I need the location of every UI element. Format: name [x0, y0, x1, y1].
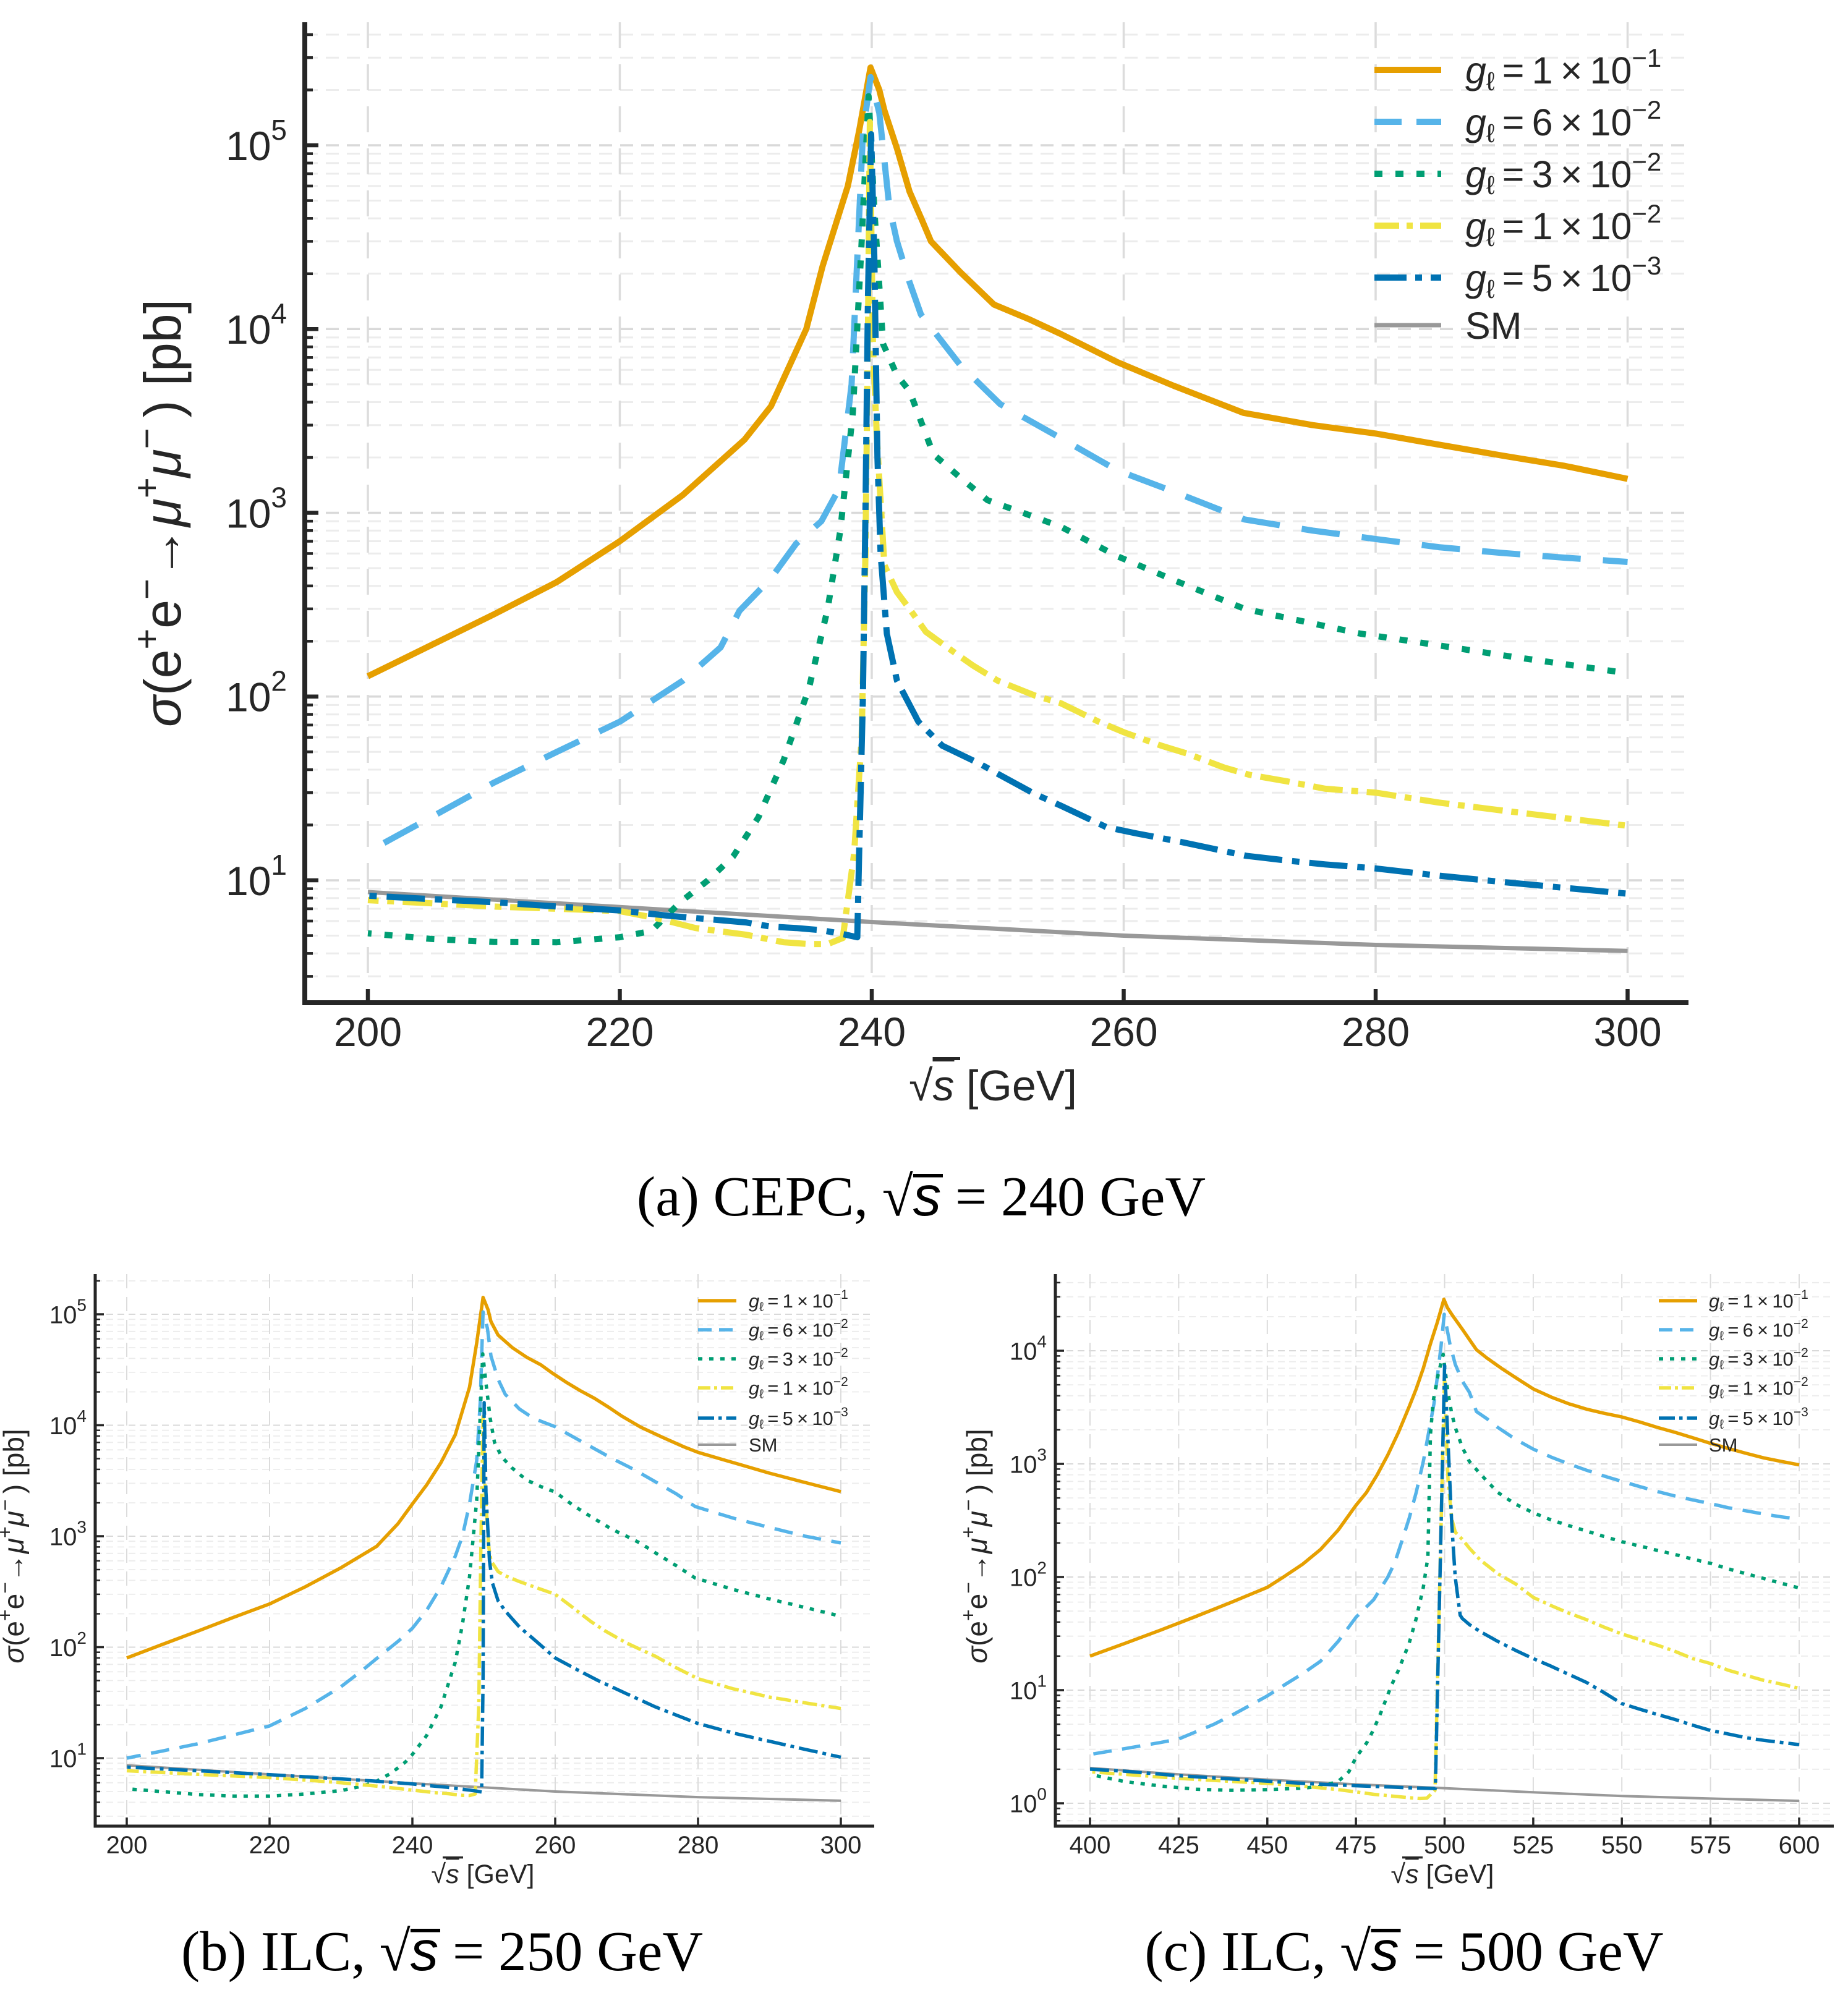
svg-text:gℓ = 1 × 10−1: gℓ = 1 × 10−1 [1709, 1288, 1808, 1314]
svg-text:400: 400 [1070, 1832, 1111, 1859]
svg-text:300: 300 [820, 1832, 862, 1859]
svg-text:525: 525 [1513, 1832, 1554, 1859]
svg-text:600: 600 [1779, 1832, 1820, 1859]
svg-text:gℓ = 1 × 10−2: gℓ = 1 × 10−2 [1709, 1375, 1808, 1401]
svg-text:260: 260 [1089, 1009, 1157, 1055]
svg-text:√s [GeV]: √s [GeV] [1391, 1860, 1494, 1889]
svg-text:gℓ = 1 × 10−2: gℓ = 1 × 10−2 [749, 1375, 848, 1401]
svg-text:240: 240 [392, 1832, 433, 1859]
svg-text:gℓ = 3 × 10−2: gℓ = 3 × 10−2 [749, 1346, 848, 1372]
svg-text:500: 500 [1424, 1832, 1465, 1859]
svg-text:√s [GeV]: √s [GeV] [909, 1061, 1077, 1110]
svg-text:200: 200 [106, 1832, 148, 1859]
svg-text:220: 220 [585, 1009, 654, 1055]
svg-text:SM: SM [749, 1434, 778, 1456]
svg-text:σ(e+e−→μ+μ− ) [pb]: σ(e+e−→μ+μ− ) [pb] [0, 1429, 30, 1663]
svg-text:gℓ = 6 × 10−2: gℓ = 6 × 10−2 [749, 1317, 848, 1343]
svg-text:σ(e+e−→μ+μ− ) [pb]: σ(e+e−→μ+μ− ) [pb] [957, 1429, 993, 1663]
svg-text:σ(e+e−→μ+μ− ) [pb]: σ(e+e−→μ+μ− ) [pb] [127, 299, 192, 727]
svg-text:(c) ILC, √s = 500 GeV: (c) ILC, √s = 500 GeV [1144, 1920, 1663, 1983]
svg-text:gℓ = 3 × 10−2: gℓ = 3 × 10−2 [1709, 1346, 1808, 1372]
svg-text:300: 300 [1593, 1009, 1661, 1055]
svg-text:gℓ = 1 × 10−1: gℓ = 1 × 10−1 [1465, 43, 1661, 96]
svg-text:gℓ = 5 × 10−3: gℓ = 5 × 10−3 [1465, 251, 1661, 304]
svg-text:gℓ = 5 × 10−3: gℓ = 5 × 10−3 [1709, 1405, 1808, 1432]
svg-text:575: 575 [1690, 1832, 1731, 1859]
svg-text:gℓ = 6 × 10−2: gℓ = 6 × 10−2 [1709, 1317, 1808, 1343]
svg-text:gℓ = 1 × 10−2: gℓ = 1 × 10−2 [1465, 199, 1661, 252]
svg-text:475: 475 [1335, 1832, 1377, 1859]
svg-text:SM: SM [1709, 1434, 1738, 1456]
svg-text:425: 425 [1158, 1832, 1199, 1859]
svg-text:SM: SM [1465, 305, 1522, 347]
svg-text:gℓ = 3 × 10−2: gℓ = 3 × 10−2 [1465, 147, 1661, 200]
svg-text:200: 200 [334, 1009, 402, 1055]
svg-text:260: 260 [535, 1832, 576, 1859]
svg-text:550: 550 [1601, 1832, 1643, 1859]
svg-text:280: 280 [678, 1832, 719, 1859]
svg-text:240: 240 [838, 1009, 906, 1055]
svg-text:450: 450 [1246, 1832, 1288, 1859]
svg-text:220: 220 [249, 1832, 291, 1859]
svg-text:gℓ = 1 × 10−1: gℓ = 1 × 10−1 [749, 1288, 848, 1314]
svg-text:280: 280 [1342, 1009, 1410, 1055]
svg-text:(b) ILC, √s = 250 GeV: (b) ILC, √s = 250 GeV [181, 1920, 703, 1983]
svg-text:√s [GeV]: √s [GeV] [432, 1860, 535, 1889]
svg-text:gℓ = 6 × 10−2: gℓ = 6 × 10−2 [1465, 95, 1661, 148]
svg-text:gℓ = 5 × 10−3: gℓ = 5 × 10−3 [749, 1405, 848, 1432]
